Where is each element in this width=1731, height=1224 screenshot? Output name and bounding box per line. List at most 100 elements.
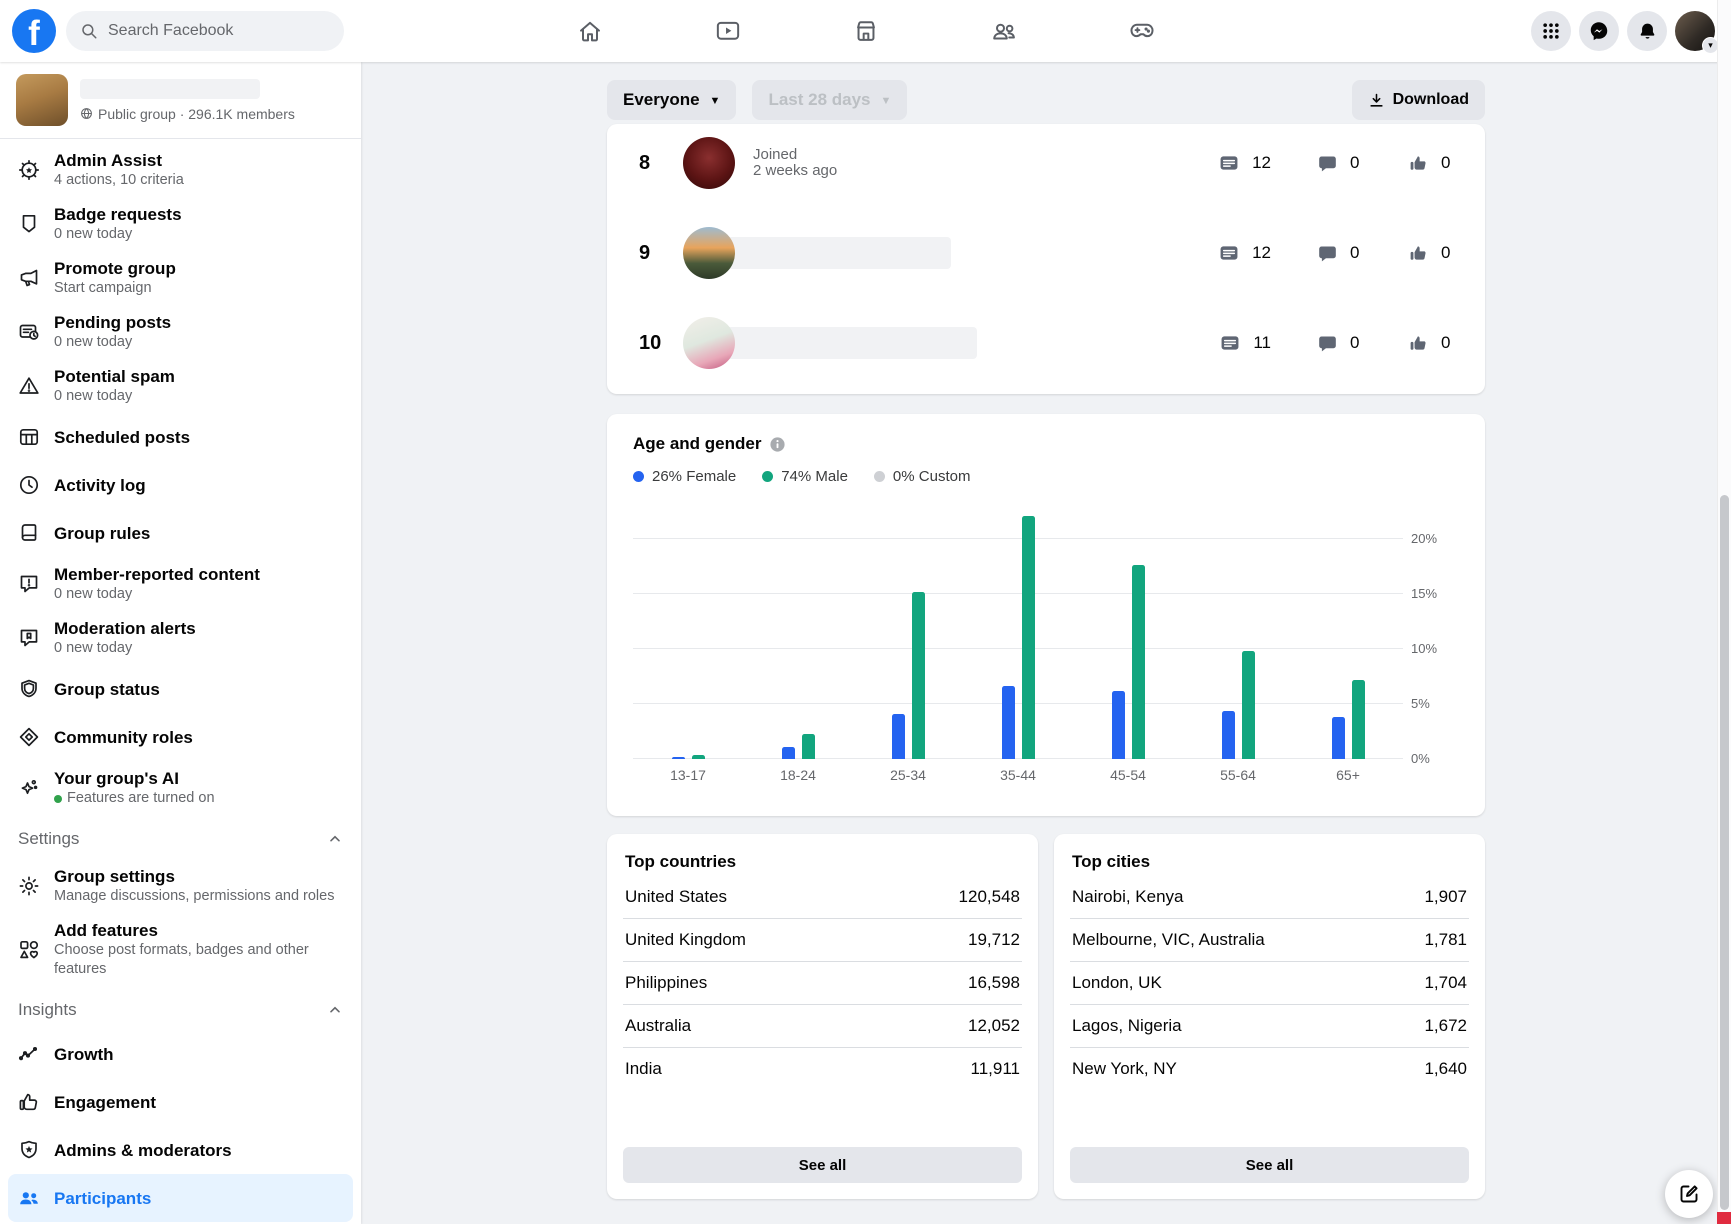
- group-header[interactable]: Public group · 296.1K members: [0, 62, 361, 139]
- insights-toolbar: Everyone ▼ Last 28 days ▼ Download: [607, 80, 1485, 120]
- download-button[interactable]: Download: [1351, 80, 1485, 120]
- date-range-dropdown[interactable]: Last 28 days ▼: [752, 80, 908, 120]
- participant-avatar: [683, 317, 735, 369]
- sidebar-item-group-rules[interactable]: Group rules: [8, 509, 353, 557]
- top-cities-card: Top cities Nairobi, Kenya 1,907 Melbourne,…: [1054, 834, 1485, 1199]
- participant-stats: 12 0 0: [1218, 242, 1453, 264]
- posts-stat: 11: [1219, 332, 1271, 354]
- nav-tab-watch[interactable]: [673, 5, 783, 57]
- bar-female-45-54: [1111, 690, 1125, 759]
- gridline-0%: [633, 758, 1403, 759]
- bar-group-35-44: [963, 507, 1073, 759]
- country-row: United Kingdom 19,712: [623, 919, 1022, 962]
- sidebar-item-engagement[interactable]: Engagement: [8, 1078, 353, 1126]
- sidebar-item-group-settings[interactable]: Group settings Manage discussions, permis…: [8, 859, 353, 913]
- sidebar-item-participants[interactable]: Participants: [8, 1174, 353, 1222]
- age-gender-title: Age and gender: [633, 434, 762, 453]
- gridline-15%: [633, 593, 1403, 594]
- sidebar-item-label: Admin Assist: [54, 151, 163, 170]
- participant-row[interactable]: 10 11 0 0: [639, 298, 1453, 388]
- sidebar-item-group-status[interactable]: Group status: [8, 665, 353, 713]
- comments-count: 0: [1350, 153, 1360, 172]
- sidebar-item-subtitle: Start campaign: [54, 280, 152, 296]
- section-header-insights-label: Insights: [18, 1000, 77, 1019]
- messenger-button[interactable]: [1579, 11, 1619, 51]
- posts-icon: [1218, 152, 1240, 174]
- search-bar[interactable]: [66, 11, 344, 51]
- nav-tab-marketplace[interactable]: [811, 5, 921, 57]
- reactions-stat: 0: [1408, 153, 1453, 174]
- posts-count: 11: [1253, 333, 1271, 352]
- sidebar-item-activity-log[interactable]: Activity log: [8, 461, 353, 509]
- participant-stats: 11 0 0: [1219, 332, 1453, 354]
- nav-tab-groups[interactable]: [949, 5, 1059, 57]
- sidebar-item-moderation-alerts[interactable]: Moderation alerts 0 new today: [8, 611, 353, 665]
- sidebar-item-add-features[interactable]: Add features Choose post formats, badges …: [8, 913, 353, 986]
- sidebar-item-pending-posts[interactable]: Pending posts 0 new today: [8, 305, 353, 359]
- mod-alert-icon: [16, 625, 42, 651]
- x-axis-label-65+: 65+: [1336, 767, 1360, 783]
- search-input[interactable]: [106, 21, 330, 41]
- chevron-up-icon[interactable]: [327, 1002, 343, 1018]
- participant-row[interactable]: 8 Joined 2 weeks ago 12 0 0: [639, 124, 1453, 208]
- pending-posts-icon: [16, 319, 42, 345]
- sidebar-item-community-roles[interactable]: Community roles: [8, 713, 353, 761]
- country-name: India: [625, 1059, 662, 1078]
- bar-female-65+: [1331, 717, 1345, 759]
- chevron-down-icon: ▼: [709, 95, 721, 107]
- participant-row[interactable]: 9 12 0 0: [639, 208, 1453, 298]
- city-value: 1,672: [1424, 1016, 1467, 1035]
- search-icon: [80, 22, 98, 40]
- sidebar-item-promote-group[interactable]: Promote group Start campaign: [8, 251, 353, 305]
- nav-tab-gaming[interactable]: [1087, 5, 1197, 57]
- y-axis-tick-5%: 5%: [1411, 696, 1430, 711]
- top-countries-see-all-button[interactable]: See all: [623, 1147, 1022, 1183]
- audience-filter-dropdown[interactable]: Everyone ▼: [607, 80, 737, 120]
- group-avatar: [16, 74, 68, 126]
- scrollbar-thumb[interactable]: [1720, 495, 1729, 1210]
- account-avatar[interactable]: ▾: [1675, 11, 1719, 54]
- comments-count: 0: [1350, 243, 1360, 262]
- city-value: 1,781: [1424, 930, 1467, 949]
- compose-button[interactable]: [1665, 1170, 1713, 1218]
- city-row: Melbourne, VIC, Australia 1,781: [1070, 919, 1469, 962]
- city-row: New York, NY 1,640: [1070, 1048, 1469, 1090]
- bar-female-35-44: [1001, 686, 1015, 759]
- facebook-logo[interactable]: f: [12, 9, 56, 53]
- sidebar-item-growth[interactable]: Growth: [8, 1030, 353, 1078]
- country-value: 12,052: [968, 1016, 1020, 1035]
- messenger-icon: [1588, 20, 1610, 42]
- country-row: Australia 12,052: [623, 1005, 1022, 1048]
- participant-rank: 8: [639, 151, 651, 174]
- chevron-up-icon[interactable]: [327, 831, 343, 847]
- participant-avatar: [683, 137, 735, 189]
- comments-icon: [1317, 153, 1338, 174]
- chevron-down-icon: ▼: [880, 95, 892, 107]
- bar-group-13-17: [633, 507, 743, 759]
- sidebar-item-member-reported-content[interactable]: Member-reported content 0 new today: [8, 557, 353, 611]
- city-value: 1,907: [1424, 887, 1467, 906]
- sidebar-item-potential-spam[interactable]: Potential spam 0 new today: [8, 359, 353, 413]
- apps-menu-button[interactable]: [1531, 11, 1571, 51]
- sidebar-item-badge-requests[interactable]: Badge requests 0 new today: [8, 197, 353, 251]
- comments-icon: [1317, 333, 1338, 354]
- sidebar-item-admin-assist[interactable]: Admin Assist 4 actions, 10 criteria: [8, 143, 353, 197]
- notifications-button[interactable]: [1627, 11, 1667, 51]
- page-scrollbar[interactable]: [1717, 0, 1731, 1224]
- group-name-redacted: [80, 78, 260, 99]
- top-cities-see-all-button[interactable]: See all: [1070, 1147, 1469, 1183]
- country-name: United Kingdom: [625, 930, 746, 949]
- sidebar-item-scheduled-posts[interactable]: Scheduled posts: [8, 413, 353, 461]
- nav-tab-home[interactable]: [535, 5, 645, 57]
- top-countries-card: Top countries United States 120,548 United…: [607, 834, 1038, 1199]
- city-row: London, UK 1,704: [1070, 962, 1469, 1005]
- country-value: 19,712: [968, 930, 1020, 949]
- country-name: United States: [625, 887, 728, 906]
- book-icon: [16, 520, 42, 546]
- sidebar-item-label: Member-reported content: [54, 565, 260, 584]
- sidebar-item-admins-moderators[interactable]: Admins & moderators: [8, 1126, 353, 1174]
- info-icon[interactable]: [769, 436, 786, 453]
- sidebar-item-your-group-s-ai[interactable]: Your group's AI Features are turned on: [8, 761, 353, 815]
- marketplace-icon: [852, 17, 880, 45]
- legend-label: 74% Male: [781, 468, 848, 485]
